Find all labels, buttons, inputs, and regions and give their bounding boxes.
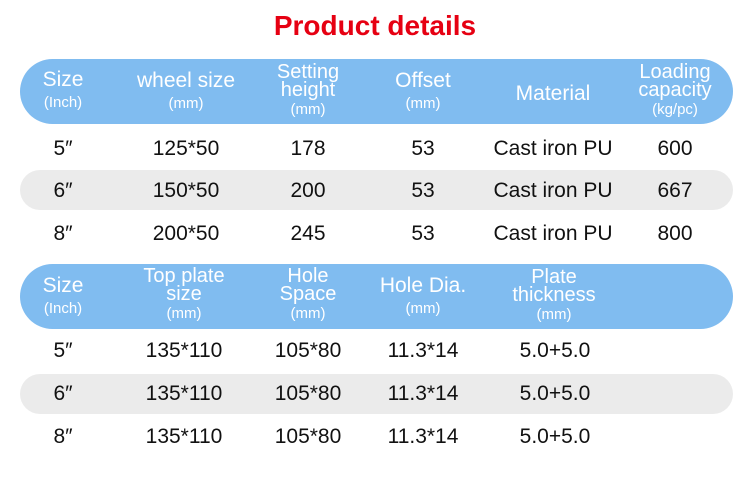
- table2-cell: 135*110: [145, 339, 223, 362]
- table2-cell: 11.3*14: [387, 425, 459, 448]
- table2-cell: 8″: [53, 425, 73, 448]
- t2-header-plate-thickness: Plate thickness (mm): [512, 266, 596, 323]
- t1-header-setting-height: Setting height (mm): [276, 61, 340, 118]
- table1-cell: 150*50: [152, 179, 220, 202]
- table1-cell: 53: [411, 222, 435, 245]
- table1-cell: 800: [657, 222, 693, 245]
- t2-header-top-plate-size: Top plate size (mm): [143, 265, 225, 322]
- t2-row-stripe: [20, 374, 733, 414]
- table2-cell: 135*110: [145, 382, 223, 405]
- table2-header: [20, 264, 733, 329]
- table1-cell: Cast iron PU: [493, 137, 613, 160]
- table1-header: [20, 59, 733, 124]
- table2-cell: 5″: [53, 339, 73, 362]
- table1-cell: 200*50: [152, 222, 220, 245]
- table2-cell: 5.0+5.0: [519, 425, 591, 448]
- table2-cell: 105*80: [274, 425, 342, 448]
- table2-cell: 105*80: [274, 339, 342, 362]
- t2-header-hole-dia: Hole Dia. (mm): [379, 274, 467, 317]
- table2-cell: 6″: [53, 382, 73, 405]
- table1-cell: 53: [411, 179, 435, 202]
- table1-cell: 600: [657, 137, 693, 160]
- t1-header-size: Size (Inch): [42, 68, 84, 111]
- t2-header-hole-space: Hole Space (mm): [279, 265, 337, 322]
- t1-row-stripe: [20, 170, 733, 210]
- table2-cell: 105*80: [274, 382, 342, 405]
- page-title: Product details: [273, 10, 477, 41]
- t2-header-size: Size (Inch): [42, 274, 84, 317]
- table2-cell: 5.0+5.0: [519, 382, 591, 405]
- table1-cell: 5″: [53, 137, 73, 160]
- table1-cell: 178: [290, 137, 326, 160]
- table2-cell: 5.0+5.0: [519, 339, 591, 362]
- table1-cell: 6″: [53, 179, 73, 202]
- t1-header-offset: Offset (mm): [395, 69, 451, 112]
- table2-cell: 11.3*14: [387, 382, 459, 405]
- t1-header-loading-capacity: Loading capacity (kg/pc): [638, 61, 712, 118]
- t1-header-wheel-size: wheel size (mm): [136, 69, 236, 112]
- table1-cell: 245: [290, 222, 326, 245]
- table2-cell: 11.3*14: [387, 339, 459, 362]
- t1-header-material: Material: [515, 82, 591, 105]
- table1-cell: 53: [411, 137, 435, 160]
- table1-cell: 200: [290, 179, 326, 202]
- table1-cell: Cast iron PU: [493, 222, 613, 245]
- table1-cell: 8″: [53, 222, 73, 245]
- table2-cell: 135*110: [145, 425, 223, 448]
- table1-cell: Cast iron PU: [493, 179, 613, 202]
- table1-cell: 125*50: [152, 137, 220, 160]
- table1-cell: 667: [657, 179, 693, 202]
